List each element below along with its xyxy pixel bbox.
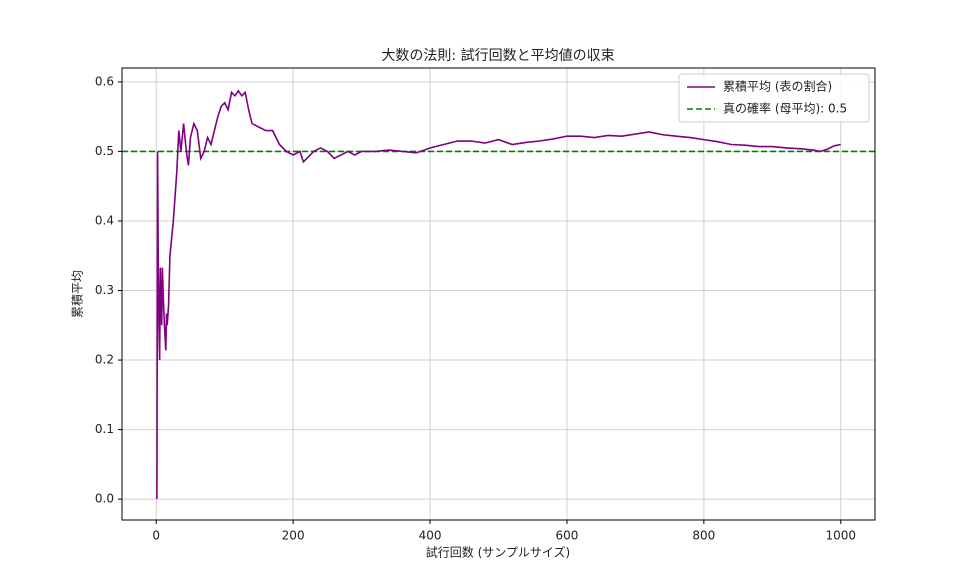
chart-title: 大数の法則: 試行回数と平均値の収束 (381, 48, 614, 64)
x-tick-label: 0 (152, 529, 160, 543)
data-line (156, 89, 841, 500)
x-axis-label: 試行回数 (サンプルサイズ) (426, 545, 570, 560)
x-tick-label: 800 (692, 529, 715, 543)
y-axis-label: 累積平均 (70, 270, 85, 318)
y-tick-label: 0.2 (95, 353, 114, 367)
y-tick-label: 0.5 (95, 144, 114, 158)
x-tick-label: 400 (419, 529, 442, 543)
legend-box (678, 73, 870, 123)
y-tick-label: 0.4 (95, 213, 114, 227)
x-tick-label: 200 (282, 529, 305, 543)
legend-label: 累積平均 (表の割合) (723, 79, 832, 94)
plot-frame (121, 67, 876, 521)
x-tick-label: 600 (556, 529, 579, 543)
y-tick-label: 0.3 (95, 283, 114, 297)
y-tick-label: 0.6 (95, 74, 114, 88)
x-tick-label: 1000 (825, 529, 856, 543)
legend-label: 真の確率 (母平均): 0.5 (723, 101, 847, 116)
y-tick-label: 0.1 (95, 422, 114, 436)
y-tick-label: 0.0 (95, 492, 114, 506)
